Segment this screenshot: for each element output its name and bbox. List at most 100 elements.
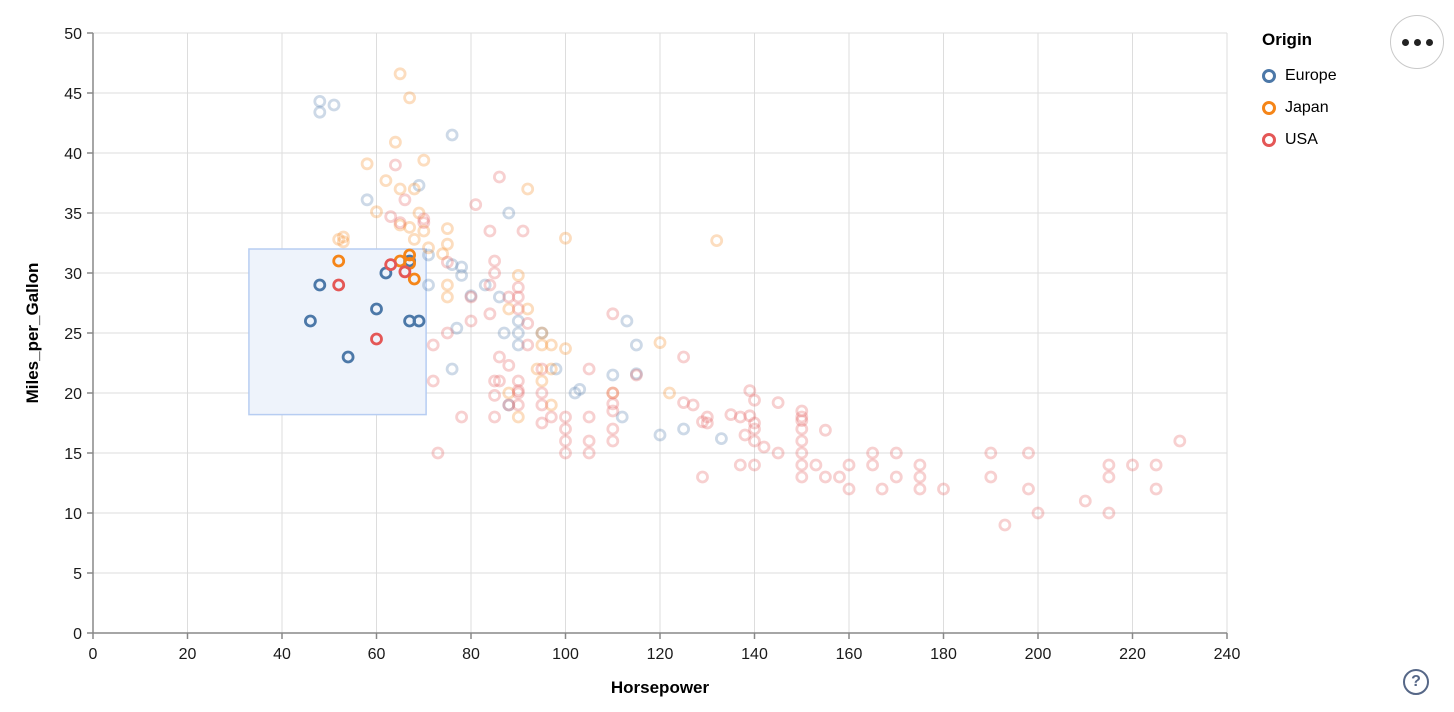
data-point-japan[interactable] [535,374,549,388]
data-point-usa[interactable] [696,470,709,484]
data-point-europe[interactable] [492,290,506,304]
data-point-japan[interactable] [521,182,535,196]
data-point-japan[interactable] [422,241,435,255]
data-point-usa[interactable] [511,290,525,304]
data-point-japan[interactable] [544,338,558,352]
data-point-usa[interactable] [771,396,785,410]
data-point-usa[interactable] [696,415,709,429]
data-point-europe[interactable] [313,95,327,108]
data-point-usa[interactable] [431,446,445,460]
data-point-europe[interactable] [303,314,317,328]
data-point-usa[interactable] [842,458,856,472]
data-point-usa[interactable] [582,434,596,448]
help-icon[interactable]: ? [1403,669,1429,695]
data-point-europe[interactable] [464,289,478,303]
chart-actions-menu-button[interactable] [1390,15,1444,69]
data-point-europe[interactable] [502,398,516,412]
data-point-japan[interactable] [407,272,421,286]
data-point-usa[interactable] [677,350,690,364]
data-point-usa[interactable] [535,416,549,430]
data-point-usa[interactable] [483,224,497,238]
data-point-usa[interactable] [733,410,747,424]
data-point-usa[interactable] [1031,506,1045,520]
data-point-europe[interactable] [445,258,459,272]
data-point-usa[interactable] [384,210,398,224]
data-point-usa[interactable] [417,216,431,230]
data-point-usa[interactable] [582,446,596,460]
data-point-japan[interactable] [535,338,549,352]
data-point-usa[interactable] [1149,458,1163,472]
data-point-japan[interactable] [360,157,374,171]
data-point-japan[interactable] [511,410,525,424]
data-point-japan[interactable] [379,174,393,188]
data-point-usa[interactable] [544,410,558,424]
data-point-japan[interactable] [440,278,454,292]
data-point-japan[interactable] [393,182,407,196]
legend-entry-japan[interactable]: Japan [1258,92,1337,124]
data-point-usa[interactable] [535,386,549,400]
data-point-japan[interactable] [502,386,516,400]
data-point-usa[interactable] [426,374,440,388]
data-point-europe[interactable] [422,248,435,262]
data-point-japan[interactable] [332,254,346,268]
data-point-usa[interactable] [417,212,431,226]
data-point-europe[interactable] [313,278,327,292]
data-point-japan[interactable] [606,386,620,400]
data-point-japan[interactable] [710,234,724,248]
data-point-europe[interactable] [606,368,620,382]
data-point-europe[interactable] [511,326,525,340]
data-point-japan[interactable] [440,290,454,304]
data-point-usa[interactable] [809,458,823,472]
data-point-europe[interactable] [549,362,563,376]
data-point-usa[interactable] [757,440,771,454]
data-point-usa[interactable] [511,398,525,412]
data-point-usa[interactable] [511,386,525,400]
data-point-usa[interactable] [388,158,402,172]
data-point-usa[interactable] [1149,482,1163,496]
data-point-europe[interactable] [573,382,587,396]
data-point-usa[interactable] [748,422,761,436]
data-point-usa[interactable] [913,458,927,472]
data-point-europe[interactable] [450,321,464,335]
data-point-usa[interactable] [913,470,927,484]
data-point-usa[interactable] [743,384,757,398]
data-point-usa[interactable] [488,388,502,402]
data-point-usa[interactable] [559,410,572,424]
data-point-japan[interactable] [559,231,572,245]
data-point-japan[interactable] [559,342,572,356]
data-point-europe[interactable] [630,367,643,381]
data-point-japan[interactable] [530,362,544,376]
data-point-usa[interactable] [677,396,690,410]
data-point-usa[interactable] [606,434,620,448]
data-point-europe[interactable] [478,278,492,292]
data-point-usa[interactable] [492,374,506,388]
data-point-usa[interactable] [984,446,998,460]
data-point-europe[interactable] [511,338,525,352]
data-point-usa[interactable] [559,422,572,436]
data-point-japan[interactable] [393,67,407,81]
data-point-usa[interactable] [748,458,761,472]
data-point-usa[interactable] [469,198,483,212]
brush-rect[interactable] [248,248,427,416]
data-point-europe[interactable] [422,278,435,292]
data-point-usa[interactable] [1102,506,1116,520]
data-point-usa[interactable] [606,386,620,400]
data-point-usa[interactable] [795,404,809,418]
data-point-usa[interactable] [842,482,856,496]
data-point-usa[interactable] [795,414,809,428]
data-point-japan[interactable] [388,135,402,149]
data-point-usa[interactable] [606,307,620,321]
data-point-usa[interactable] [1078,494,1092,508]
data-point-japan[interactable] [336,230,350,244]
data-point-japan[interactable] [332,232,346,246]
data-point-japan[interactable] [440,222,454,236]
legend-entry-usa[interactable]: USA [1258,124,1337,156]
data-point-japan[interactable] [535,326,549,340]
data-point-europe[interactable] [568,386,582,400]
data-point-japan[interactable] [412,206,426,220]
data-point-usa[interactable] [488,410,502,424]
data-point-usa[interactable] [724,408,738,422]
data-point-japan[interactable] [407,182,421,196]
data-point-usa[interactable] [795,434,809,448]
data-point-usa[interactable] [488,254,502,268]
